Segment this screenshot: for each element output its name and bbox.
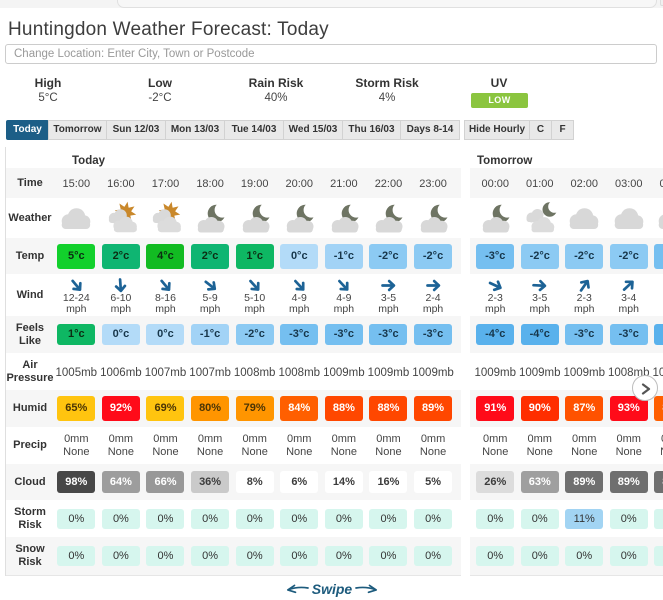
svg-text:Swipe: Swipe — [311, 581, 352, 597]
